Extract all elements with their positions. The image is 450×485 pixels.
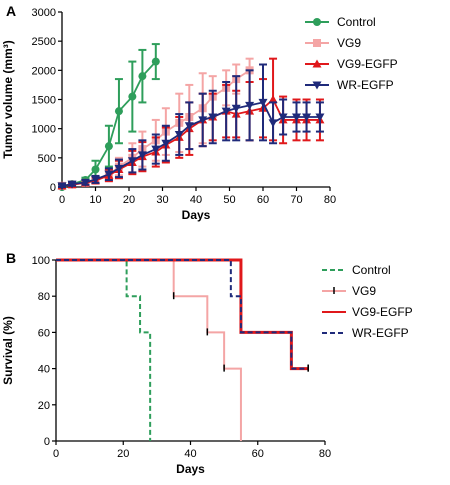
data-point (221, 107, 231, 116)
data-point (138, 72, 147, 81)
data-point (114, 164, 124, 173)
y-tick-label: 20 (38, 400, 50, 412)
legend-b: Control VG9 VG9-EGFP WR-EGFP (322, 263, 413, 340)
data-point (91, 175, 100, 184)
y-tick-label: 80 (38, 291, 50, 303)
legend-label: VG9 (352, 284, 376, 298)
legend-marker (312, 59, 322, 68)
y-tick-label: 2500 (32, 36, 56, 48)
y-tick-label: 500 (38, 153, 56, 165)
data-point (315, 113, 325, 122)
data-point (278, 113, 288, 122)
legend-label: Control (337, 15, 376, 29)
data-point (208, 113, 218, 122)
data-point (258, 98, 268, 107)
data-point (151, 145, 161, 154)
x-tick-label: 0 (53, 448, 59, 460)
y-tick-label: 3000 (32, 7, 56, 19)
legend-label: WR-EGFP (337, 78, 394, 92)
legend-marker (312, 81, 322, 90)
data-point (57, 182, 67, 191)
legend-label: WR-EGFP (352, 326, 409, 340)
data-point (245, 101, 255, 110)
x-tick-label: 20 (123, 194, 135, 206)
x-tick-label: 50 (223, 194, 235, 206)
survival-curve (56, 259, 152, 441)
x-tick-label: 80 (324, 194, 336, 206)
series-vg9 (56, 259, 242, 441)
survival-curve (56, 259, 309, 370)
data-point (292, 113, 301, 122)
legend-a: Control VG9 VG9-EGFP WR-EGFP (305, 15, 398, 92)
x-tick-label: 60 (257, 194, 269, 206)
x-axis-title: Days (182, 208, 211, 222)
x-tick-label: 0 (59, 194, 65, 206)
data-point (67, 180, 77, 189)
y-tick-label: 1500 (32, 95, 56, 107)
series-wr-egfp (57, 63, 325, 191)
panel-label-b: B (6, 250, 16, 266)
data-point (174, 131, 184, 139)
x-tick-label: 10 (89, 194, 101, 206)
data-point (198, 116, 208, 125)
data-point (151, 57, 160, 66)
x-axis-title: Days (176, 462, 205, 476)
legend-label: Control (352, 263, 391, 277)
x-tick-label: 30 (156, 194, 168, 206)
data-point (91, 165, 100, 174)
data-point (302, 113, 312, 122)
survival-curve (56, 259, 242, 441)
x-tick-label: 80 (319, 448, 331, 460)
y-tick-label: 100 (32, 255, 50, 267)
panel-label-a: A (6, 3, 16, 19)
legend-label: VG9-EGFP (337, 57, 398, 71)
y-tick-label: 60 (38, 327, 50, 339)
x-tick-label: 60 (252, 448, 264, 460)
data-point (104, 170, 114, 179)
data-point (231, 104, 241, 113)
legend-marker (313, 39, 321, 47)
y-tick-label: 1000 (32, 124, 56, 136)
data-point (268, 95, 278, 103)
data-point (161, 139, 171, 148)
data-point (114, 107, 123, 116)
x-tick-label: 70 (290, 194, 302, 206)
series-control (56, 259, 152, 441)
legend-label: VG9 (337, 36, 361, 50)
panel-b: B 0 20 40 60 80 0 20 40 60 80 100 Days Survival (%) Co… (1, 250, 413, 476)
data-point (128, 92, 137, 101)
y-tick-label: 0 (50, 182, 56, 194)
series-vg9-egfp (56, 258, 309, 372)
data-point (127, 157, 137, 166)
y-axis-title: Tumor volume (mm³) (1, 40, 15, 158)
data-point (137, 151, 147, 160)
legend-marker (313, 18, 321, 26)
x-tick-label: 40 (190, 194, 202, 206)
y-tick-label: 2000 (32, 65, 56, 77)
x-tick-label: 40 (184, 448, 196, 460)
y-tick-label: 40 (38, 364, 50, 376)
data-point (104, 142, 113, 151)
y-axis-title: Survival (%) (1, 316, 15, 385)
x-tick-label: 20 (117, 448, 129, 460)
survival-curve (56, 258, 309, 371)
legend-label: VG9-EGFP (352, 305, 413, 319)
y-tick-label: 0 (44, 436, 50, 448)
panel-a: A 0 10 20 30 40 50 60 70 80 0 500 1000 1500 2000 2500 30… (1, 3, 398, 222)
series-wr-egfp (56, 259, 309, 372)
data-point (80, 178, 90, 187)
data-point (184, 122, 194, 131)
data-point (268, 119, 278, 128)
